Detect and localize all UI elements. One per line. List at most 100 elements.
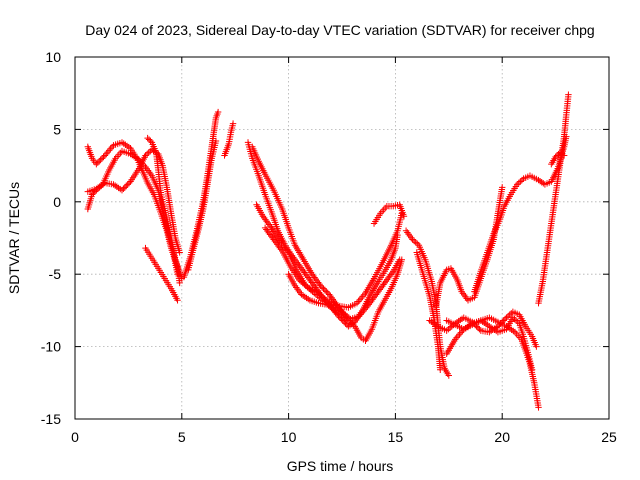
data-point	[409, 236, 416, 243]
data-point	[535, 404, 542, 411]
data-point	[328, 304, 336, 312]
data-point	[553, 152, 561, 159]
y-tick-label: -10	[41, 339, 61, 355]
data-point	[414, 240, 421, 247]
data-point	[100, 153, 107, 161]
data-point	[121, 184, 129, 191]
data-point	[336, 311, 344, 318]
data-point	[335, 310, 342, 317]
data-point	[536, 177, 544, 185]
data-point	[342, 320, 349, 327]
data-point	[350, 321, 357, 329]
data-point	[174, 297, 181, 304]
series-arc-20	[443, 314, 536, 373]
data-point	[98, 155, 106, 162]
data-point	[512, 317, 520, 324]
data-point	[509, 314, 517, 321]
data-point	[400, 213, 408, 220]
chart-title: Day 024 of 2023, Sidereal Day-to-day VTE…	[85, 22, 594, 38]
data-point	[321, 286, 329, 294]
data-point	[339, 314, 347, 321]
axes	[74, 56, 610, 420]
series-arc-3	[84, 146, 183, 256]
data-point	[504, 312, 512, 320]
data-point	[145, 149, 152, 156]
x-tick-label: 15	[388, 429, 404, 445]
data-point	[327, 303, 334, 310]
data-series	[84, 91, 572, 411]
data-point	[333, 308, 340, 316]
x-tick-label: 25	[601, 429, 617, 445]
series-arc-23	[548, 149, 568, 168]
series-arc-5	[142, 244, 181, 304]
data-point	[476, 326, 483, 333]
data-point	[500, 317, 507, 324]
x-tick-label: 10	[281, 429, 297, 445]
data-point	[514, 318, 521, 326]
y-tick-label: 10	[45, 49, 61, 65]
data-point	[320, 285, 327, 292]
data-point	[323, 301, 331, 308]
series-arc-17	[432, 184, 506, 310]
x-axis-label: GPS time / hours	[287, 458, 394, 474]
data-point	[214, 108, 222, 116]
series-arc-8	[221, 120, 237, 159]
data-point	[120, 185, 127, 192]
data-point	[144, 134, 151, 142]
data-point	[513, 181, 521, 188]
data-point	[565, 91, 572, 98]
data-point	[499, 184, 506, 191]
data-point	[317, 282, 324, 289]
series-arc-18	[426, 308, 540, 350]
data-point	[533, 343, 540, 350]
data-point	[334, 304, 341, 311]
data-point	[412, 239, 419, 246]
data-point	[501, 315, 509, 323]
series-arc-4	[144, 134, 185, 282]
data-point	[538, 179, 545, 186]
data-point	[396, 256, 403, 263]
data-point	[325, 302, 332, 309]
data-point	[517, 178, 524, 185]
data-point	[331, 307, 339, 314]
data-point	[331, 301, 339, 308]
x-tick-label: 5	[178, 429, 186, 445]
data-point	[341, 315, 348, 323]
data-point	[511, 315, 518, 323]
data-point	[97, 156, 104, 164]
y-tick-label: -15	[41, 411, 61, 427]
data-point	[145, 136, 153, 143]
data-point	[560, 152, 568, 159]
data-point	[90, 189, 97, 197]
data-point	[96, 158, 103, 165]
data-point	[535, 176, 542, 184]
data-point	[518, 176, 526, 184]
data-point	[147, 137, 154, 145]
plot-frame	[74, 56, 610, 420]
data-point	[330, 299, 337, 307]
y-tick-label: -5	[49, 266, 62, 282]
data-point	[94, 159, 101, 166]
ticks: 0 5 10 15 20 25 -15 -10 -5 0 5 10	[41, 49, 617, 445]
series-arc-13	[285, 271, 350, 324]
y-tick-label: 0	[53, 194, 61, 210]
data-point	[143, 150, 151, 158]
series-arc-10	[249, 143, 406, 345]
series-arc-7	[185, 137, 220, 274]
data-point	[474, 324, 482, 331]
data-point	[229, 120, 237, 127]
data-point	[124, 181, 131, 188]
data-point	[338, 312, 345, 320]
data-point	[93, 160, 100, 168]
data-point	[318, 284, 326, 291]
data-point	[345, 323, 352, 330]
data-point	[506, 311, 513, 318]
data-point	[123, 182, 130, 190]
series-arc-22	[535, 91, 572, 307]
y-tick-label: 5	[53, 121, 61, 137]
series-arc-16	[413, 249, 444, 373]
x-tick-label: 20	[494, 429, 510, 445]
series-arc-21	[471, 133, 570, 295]
